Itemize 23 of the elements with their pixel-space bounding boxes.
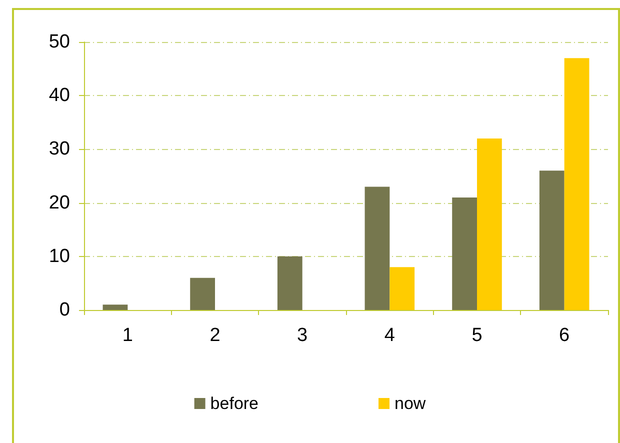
x-tick-label: 6	[559, 325, 570, 346]
x-tick-label: 4	[384, 325, 396, 346]
bar	[539, 170, 564, 310]
y-tick-label: 30	[48, 138, 70, 160]
bar	[190, 278, 215, 310]
x-tick-label: 5	[472, 325, 482, 346]
y-tick-label: 20	[48, 192, 70, 214]
y-tick-label: 40	[48, 85, 70, 106]
x-tick-label: 2	[210, 325, 220, 346]
y-tick-label: 50	[48, 32, 70, 52]
y-tick-label: 0	[59, 300, 70, 320]
bar	[564, 58, 590, 310]
x-tick-label: 3	[297, 325, 308, 346]
x-tick-label: 1	[122, 325, 133, 346]
bar	[364, 186, 390, 310]
bar	[277, 256, 302, 310]
bar	[452, 197, 477, 310]
legend-label: now	[394, 394, 426, 413]
bar	[102, 304, 128, 310]
y-tick-label: 10	[48, 246, 70, 267]
legend-label: before	[210, 394, 259, 413]
bar	[477, 138, 502, 310]
bar	[390, 267, 415, 310]
